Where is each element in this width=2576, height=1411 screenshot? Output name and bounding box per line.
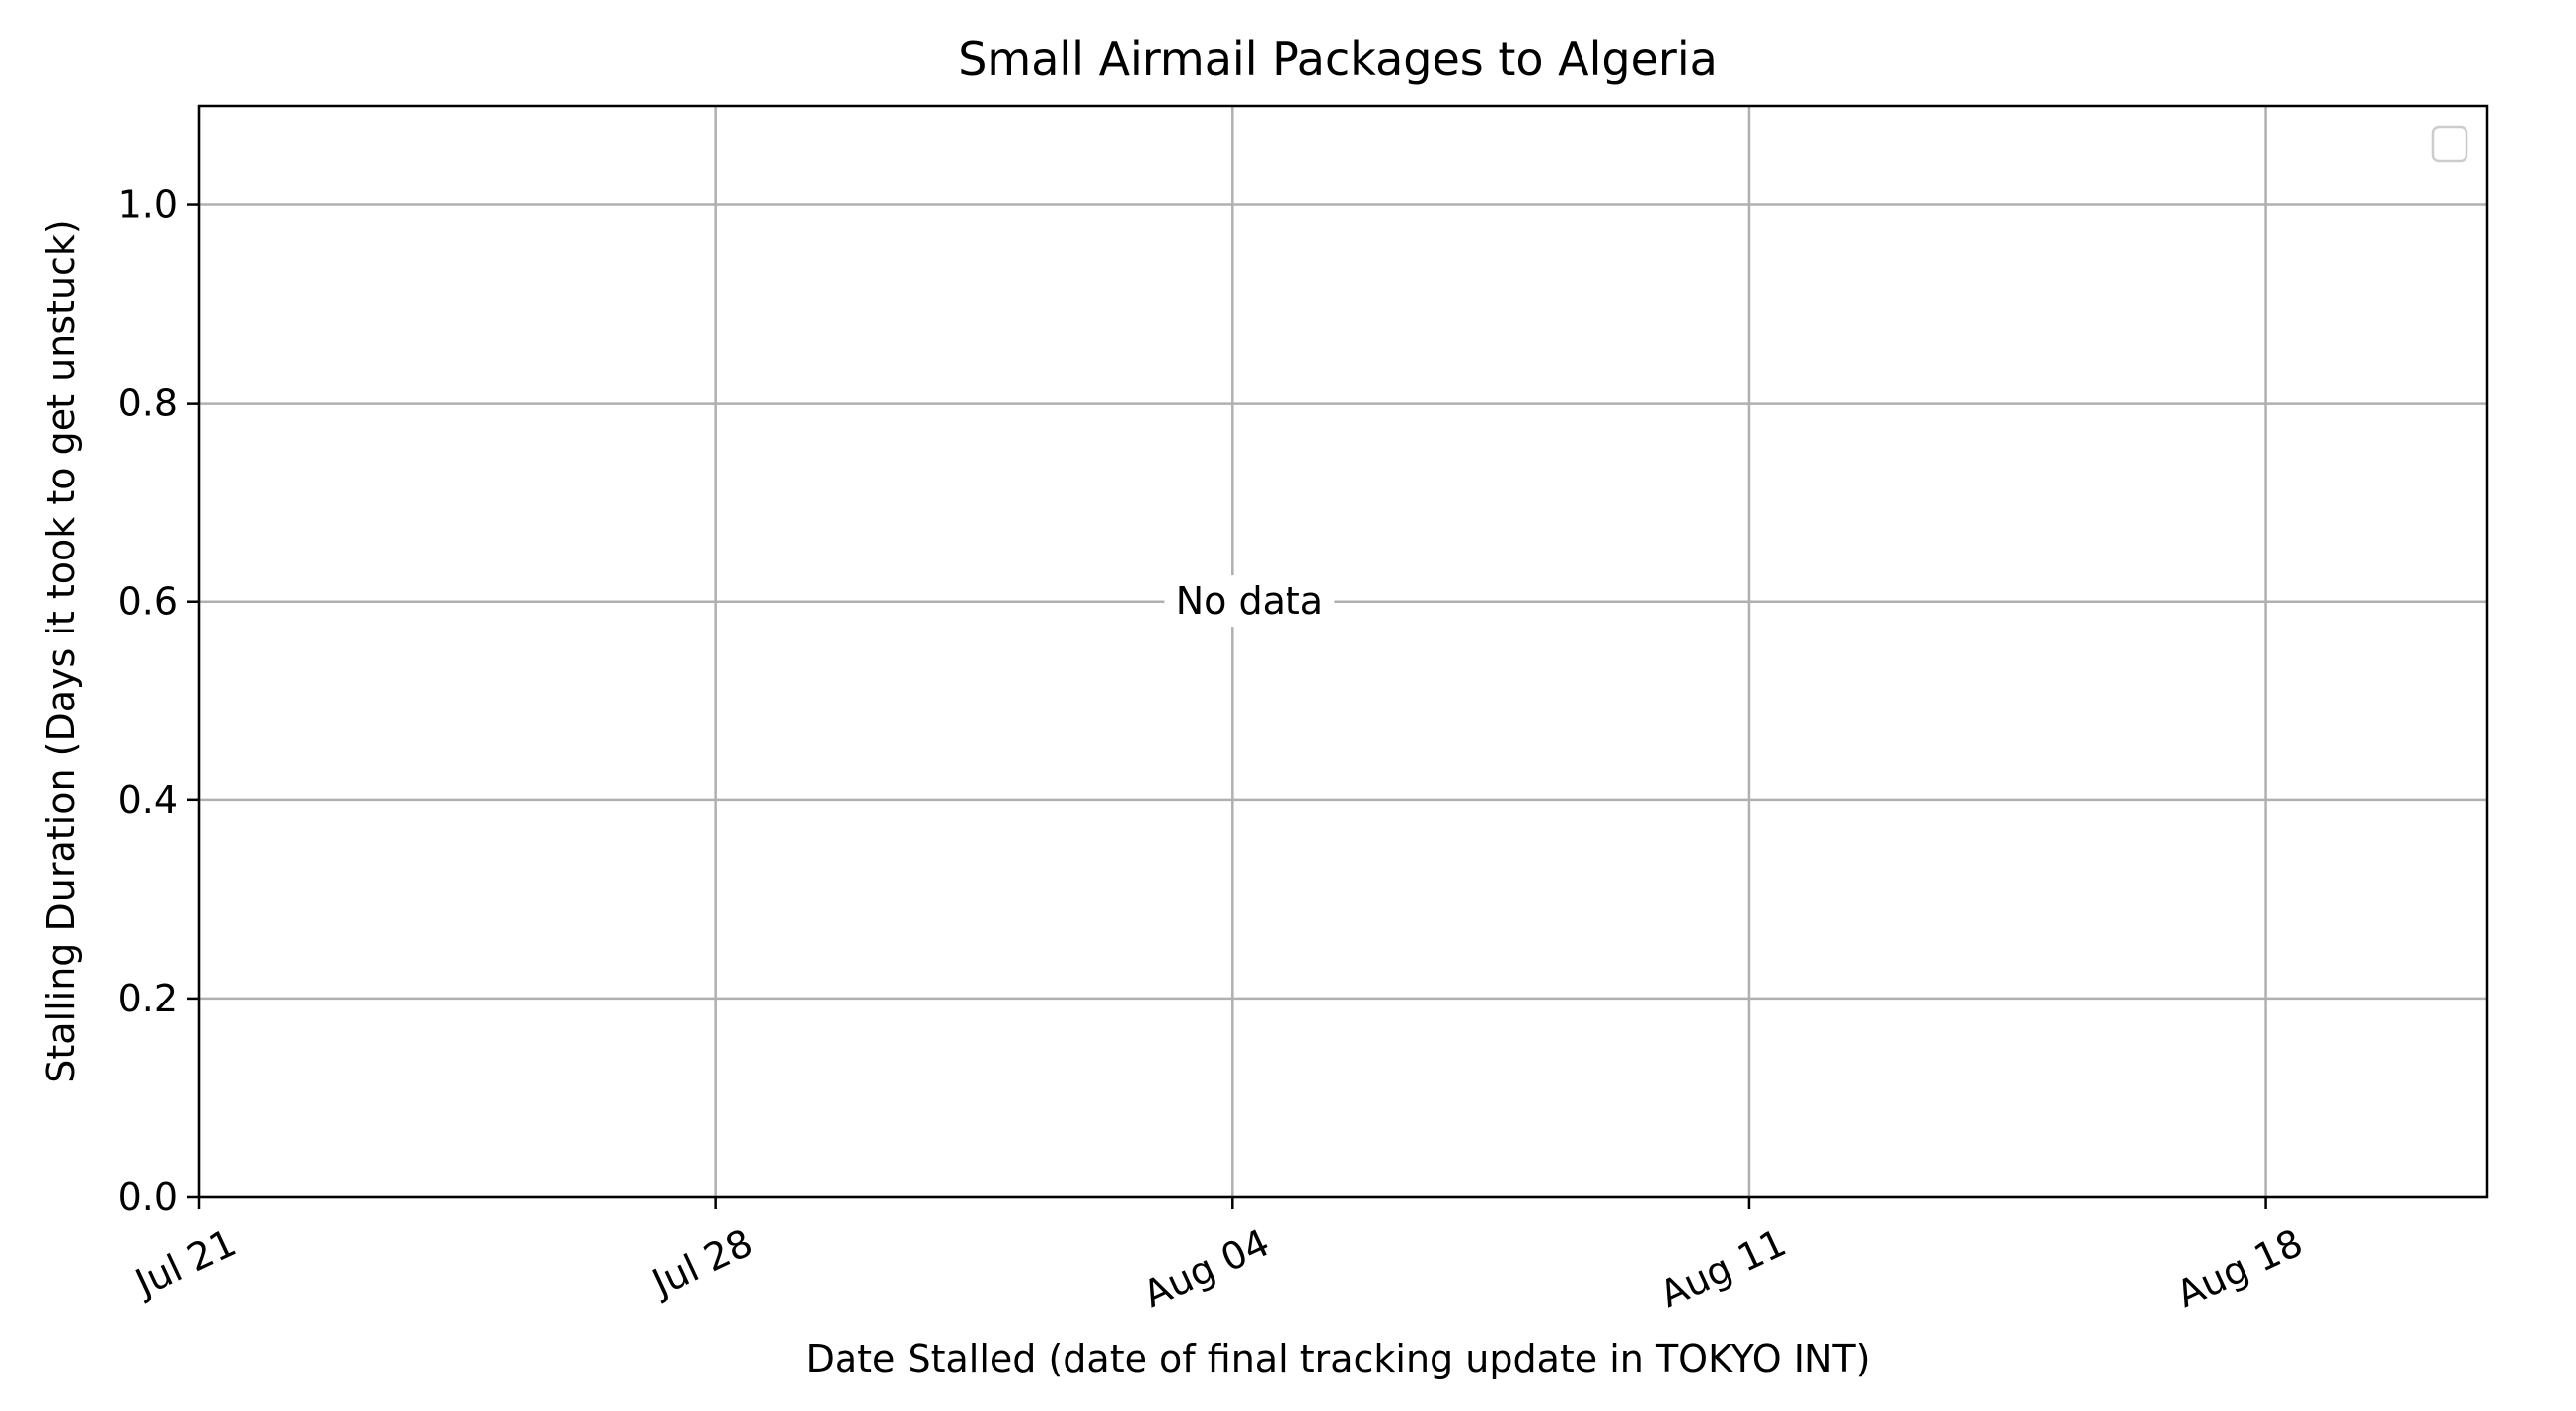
y-axis: 0.0 0.2 0.4 0.6 0.8 1.0 bbox=[118, 184, 199, 1219]
no-data-annotation-text: No data bbox=[1176, 579, 1323, 623]
y-tick-label: 0.2 bbox=[118, 977, 178, 1020]
x-axis-label: Date Stalled (date of final tracking upd… bbox=[806, 1337, 1871, 1380]
legend bbox=[2431, 125, 2468, 163]
y-tick-label: 0.4 bbox=[118, 779, 178, 822]
grid bbox=[197, 106, 2487, 1199]
y-tick-label: 1.0 bbox=[118, 184, 178, 227]
y-axis-label: Stalling Duration (Days it took to get u… bbox=[39, 219, 83, 1083]
no-data-annotation-background bbox=[1164, 575, 1335, 628]
y-tick-label: 0.0 bbox=[118, 1175, 178, 1219]
chart-title: Small Airmail Packages to Algeria bbox=[958, 33, 1718, 86]
plot-frame bbox=[197, 104, 2489, 1199]
no-data-annotation: No data bbox=[1164, 575, 1335, 628]
y-tick-label: 0.8 bbox=[118, 382, 178, 425]
y-tick-label: 0.6 bbox=[118, 580, 178, 624]
